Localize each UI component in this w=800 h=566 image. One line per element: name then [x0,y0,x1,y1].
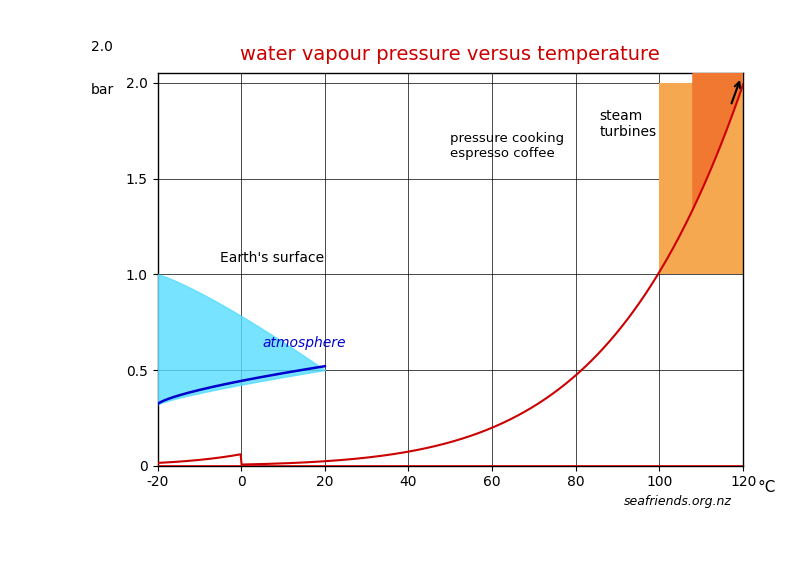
Polygon shape [693,74,743,209]
Title: water vapour pressure versus temperature: water vapour pressure versus temperature [241,45,660,63]
Bar [659,83,743,275]
Text: pressure cooking
espresso coffee: pressure cooking espresso coffee [450,132,565,160]
Text: seafriends.org.nz: seafriends.org.nz [623,495,731,508]
Text: bar: bar [90,83,114,97]
Text: 2.0: 2.0 [91,40,113,54]
Text: steam
turbines: steam turbines [600,109,657,139]
Text: Earth's surface: Earth's surface [220,251,324,265]
Text: atmosphere: atmosphere [262,336,346,350]
Text: °C: °C [758,480,776,495]
